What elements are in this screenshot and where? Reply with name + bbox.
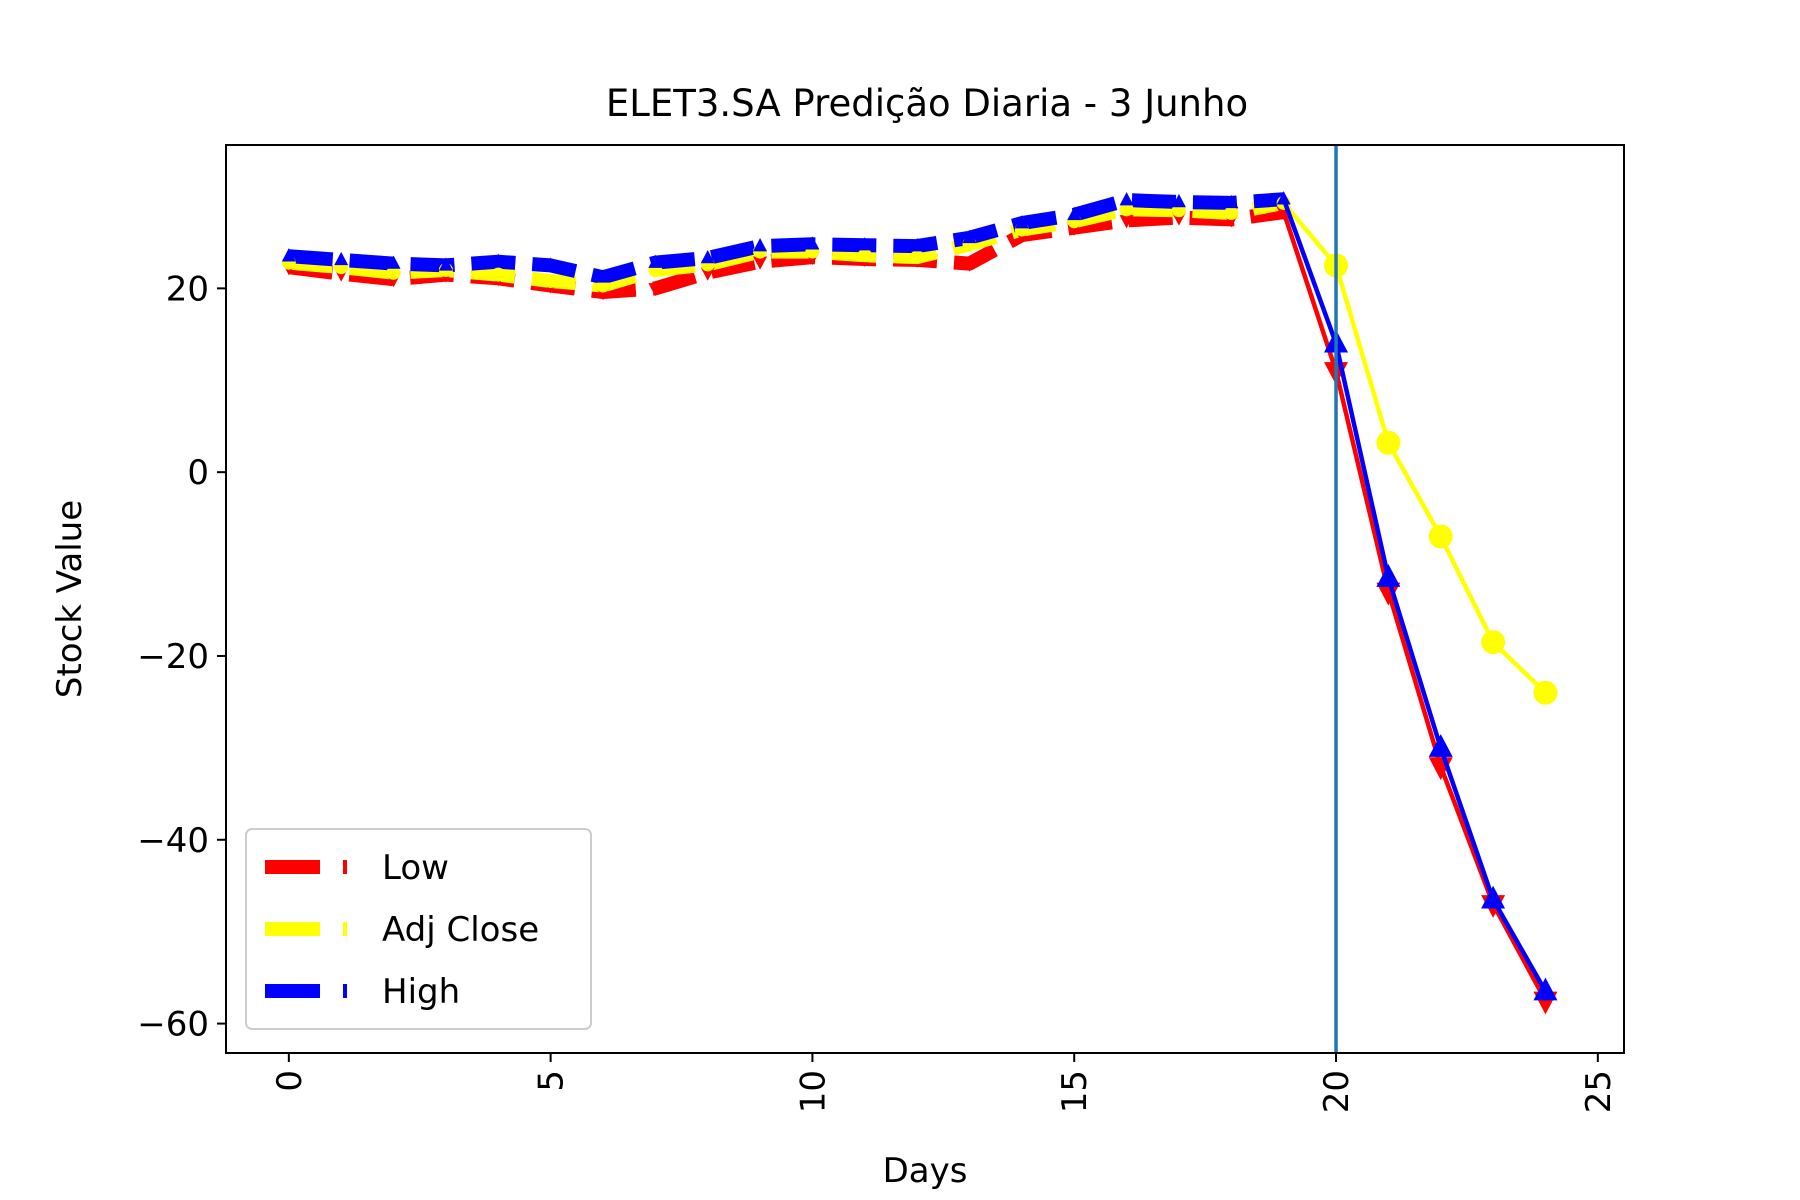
series-adj-close-prediction-point	[1428, 524, 1453, 549]
plot-frame	[225, 144, 1625, 1054]
series-high-historical-point	[700, 249, 715, 264]
chart-title: ELET3.SA Predição Diaria - 3 Junho	[606, 82, 1248, 125]
series-high-prediction-point	[1376, 564, 1401, 587]
series-high-historical-point	[438, 257, 453, 271]
x-tick-label: 0	[270, 1070, 310, 1092]
y-tick-label: 20	[166, 269, 209, 309]
legend-label-low: Low	[382, 848, 449, 888]
series-high-historical-point	[910, 238, 925, 252]
series-layer	[281, 191, 1558, 1015]
series-high-historical-point	[1119, 192, 1134, 206]
series-adj-close-historical-point	[910, 250, 925, 265]
series-high-historical-point	[857, 237, 872, 251]
series-high-historical-point	[1224, 194, 1239, 209]
y-axis: −60 −40 −20 0 20	[137, 269, 226, 1045]
y-tick-label: 0	[187, 453, 209, 493]
series-adj-close-historical-point	[543, 274, 558, 289]
legend-entries: Low Adj Close High	[265, 848, 539, 1012]
series-low-historical-point	[700, 267, 715, 281]
series-low-historical-point	[648, 283, 663, 297]
y-axis-label: Stock Value	[50, 500, 90, 698]
series-adj-close-historical-point	[857, 248, 872, 263]
x-axis: 0 5 10 15 20 25	[270, 1053, 1619, 1113]
series-low-historical-point	[962, 258, 977, 272]
series-high-historical-point	[805, 236, 820, 250]
series-high-prediction-point	[1481, 885, 1506, 909]
legend-label-high: High	[382, 972, 460, 1012]
series-high-prediction-point	[1428, 734, 1453, 757]
series-low-historical-point	[1119, 215, 1134, 229]
series-adj-close-prediction-point	[1481, 630, 1506, 655]
x-tick-label: 5	[532, 1070, 572, 1092]
series-high-historical-point	[1171, 193, 1186, 208]
series-high-historical-point	[1014, 215, 1029, 229]
series-high-historical-point	[1067, 206, 1082, 221]
series-low-prediction-point	[1376, 582, 1401, 606]
series-high-historical-point	[543, 257, 558, 271]
series-high-historical-point	[595, 269, 610, 283]
series-low-historical-point	[753, 256, 768, 270]
series-high-historical-point	[648, 254, 663, 268]
series-high-historical-point	[962, 229, 977, 244]
legend-box	[245, 828, 592, 1030]
series-high-historical-point	[1276, 191, 1291, 205]
series-low-prediction-line	[1281, 211, 1548, 1002]
series-high-prediction-point	[1533, 977, 1558, 1001]
series-adj-close-historical-point	[386, 265, 401, 280]
plot-area	[225, 144, 1625, 1054]
series-adj-close-historical-point	[491, 267, 506, 282]
series-high-historical-point	[281, 248, 296, 262]
series-adj-close-prediction-line	[1281, 201, 1548, 695]
series-high-historical-point	[491, 253, 506, 267]
y-tick-label: −40	[137, 821, 209, 861]
series-high-historical-point	[334, 251, 349, 266]
series-high-historical-line	[288, 192, 1285, 285]
series-high-prediction-line	[1281, 198, 1548, 993]
y-tick-label: −60	[137, 1005, 209, 1045]
series-adj-close-prediction-point	[1533, 680, 1558, 705]
x-tick-label: 20	[1317, 1070, 1357, 1113]
series-low-historical-line	[287, 205, 1285, 299]
series-adj-close-historical-point	[1119, 202, 1134, 217]
series-high-historical-point	[386, 255, 401, 269]
legend: Low Adj Close High	[245, 828, 592, 1030]
x-axis-label: Days	[883, 1151, 968, 1191]
x-tick-label: 10	[793, 1070, 833, 1113]
series-adj-close-prediction-point	[1376, 430, 1401, 455]
y-tick-label: −20	[137, 637, 209, 677]
legend-label-adj-close: Adj Close	[382, 910, 539, 950]
x-tick-label: 15	[1055, 1070, 1095, 1113]
x-tick-label: 25	[1579, 1070, 1619, 1113]
series-adj-close-historical-point	[1224, 206, 1239, 221]
series-high-historical-point	[753, 238, 768, 252]
